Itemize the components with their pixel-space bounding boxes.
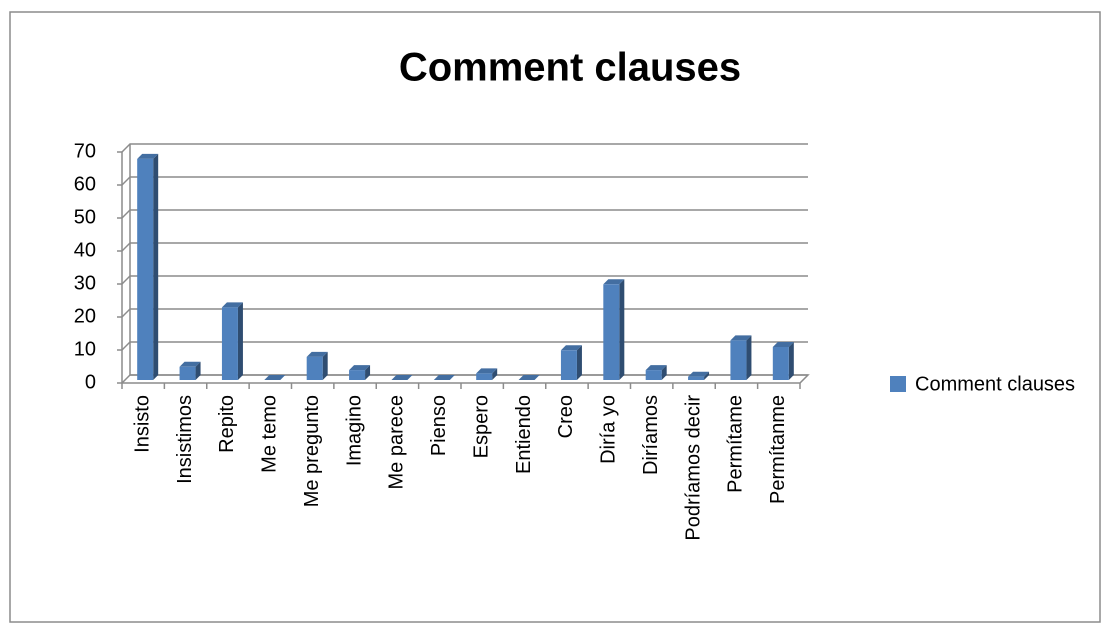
bar bbox=[221, 307, 238, 380]
y-tick-label: 40 bbox=[74, 239, 96, 261]
x-tick-label: Permítanme bbox=[767, 395, 789, 504]
bar bbox=[137, 158, 154, 380]
bar-side bbox=[365, 365, 371, 380]
bar-side bbox=[704, 371, 710, 380]
bar-side bbox=[322, 351, 328, 380]
bar bbox=[772, 347, 789, 380]
x-tick-label: Repito bbox=[216, 395, 238, 453]
y-tick-label: 70 bbox=[74, 140, 96, 162]
x-tick-label: Me temo bbox=[259, 395, 281, 473]
grid-line bbox=[121, 209, 808, 219]
x-tick-label: Pienso bbox=[428, 395, 450, 456]
bar-top bbox=[476, 368, 498, 374]
bar-top bbox=[433, 375, 455, 380]
x-tick-label: Creo bbox=[555, 395, 577, 438]
bar-top bbox=[264, 375, 286, 380]
bar bbox=[179, 366, 196, 380]
x-tick-label: Me parece bbox=[386, 395, 408, 490]
bar-top bbox=[688, 371, 710, 377]
bar-top bbox=[645, 365, 667, 371]
bar-side bbox=[153, 153, 159, 380]
bar bbox=[306, 356, 323, 380]
bar bbox=[645, 370, 662, 380]
bar-side bbox=[492, 368, 498, 380]
bar-top bbox=[221, 302, 243, 308]
x-tick-label: Permítame bbox=[725, 395, 747, 493]
x-tick-label: Imagino bbox=[343, 395, 365, 466]
bar bbox=[688, 376, 705, 380]
x-tick-label: Diría yo bbox=[598, 395, 620, 464]
grid-line bbox=[121, 242, 808, 252]
bar-side bbox=[746, 335, 752, 380]
chart-border bbox=[9, 11, 1101, 623]
y-tick-label: 0 bbox=[85, 371, 96, 393]
bar-side bbox=[661, 365, 667, 380]
chart-title: Comment clauses bbox=[399, 46, 741, 90]
y-tick-label: 10 bbox=[74, 338, 96, 360]
bar-side bbox=[576, 345, 582, 380]
bar-top bbox=[349, 365, 371, 371]
grid-line bbox=[121, 275, 808, 285]
y-tick-label: 30 bbox=[74, 272, 96, 294]
x-tick-label: Podríamos decir bbox=[682, 395, 704, 541]
bar-top bbox=[179, 361, 201, 367]
grid-line bbox=[121, 176, 808, 186]
x-tick-label: Diríamos bbox=[640, 395, 662, 475]
grid-line bbox=[121, 341, 808, 351]
bar-top bbox=[603, 279, 625, 285]
grid-line bbox=[121, 374, 808, 384]
grid-line bbox=[121, 308, 808, 318]
bar-top bbox=[518, 375, 540, 380]
grid-line bbox=[121, 143, 808, 153]
bar-top bbox=[391, 375, 413, 380]
bar-side bbox=[619, 279, 625, 380]
bar bbox=[476, 373, 493, 380]
bar bbox=[349, 370, 366, 380]
bar-top bbox=[560, 345, 582, 351]
bar-top bbox=[730, 335, 752, 341]
bar-side bbox=[237, 302, 243, 380]
bar-side bbox=[195, 361, 201, 380]
bar-top bbox=[306, 351, 328, 357]
bar-side bbox=[788, 342, 794, 380]
y-tick-label: 60 bbox=[74, 173, 96, 195]
bar bbox=[560, 350, 577, 380]
x-tick-label: Insisto bbox=[131, 395, 153, 453]
x-tick-label: Entiendo bbox=[513, 395, 535, 474]
legend-label: Comment clauses bbox=[915, 373, 1075, 395]
legend-swatch bbox=[890, 376, 906, 392]
x-tick-label: Insistimos bbox=[174, 395, 196, 484]
y-tick-label: 20 bbox=[74, 305, 96, 327]
x-tick-label: Me pregunto bbox=[301, 395, 323, 507]
bar bbox=[730, 340, 747, 380]
bar-top bbox=[137, 153, 159, 159]
x-tick-label: Espero bbox=[470, 395, 492, 458]
bar-top bbox=[772, 342, 794, 347]
y-tick-label: 50 bbox=[74, 206, 96, 228]
bar bbox=[603, 284, 620, 380]
